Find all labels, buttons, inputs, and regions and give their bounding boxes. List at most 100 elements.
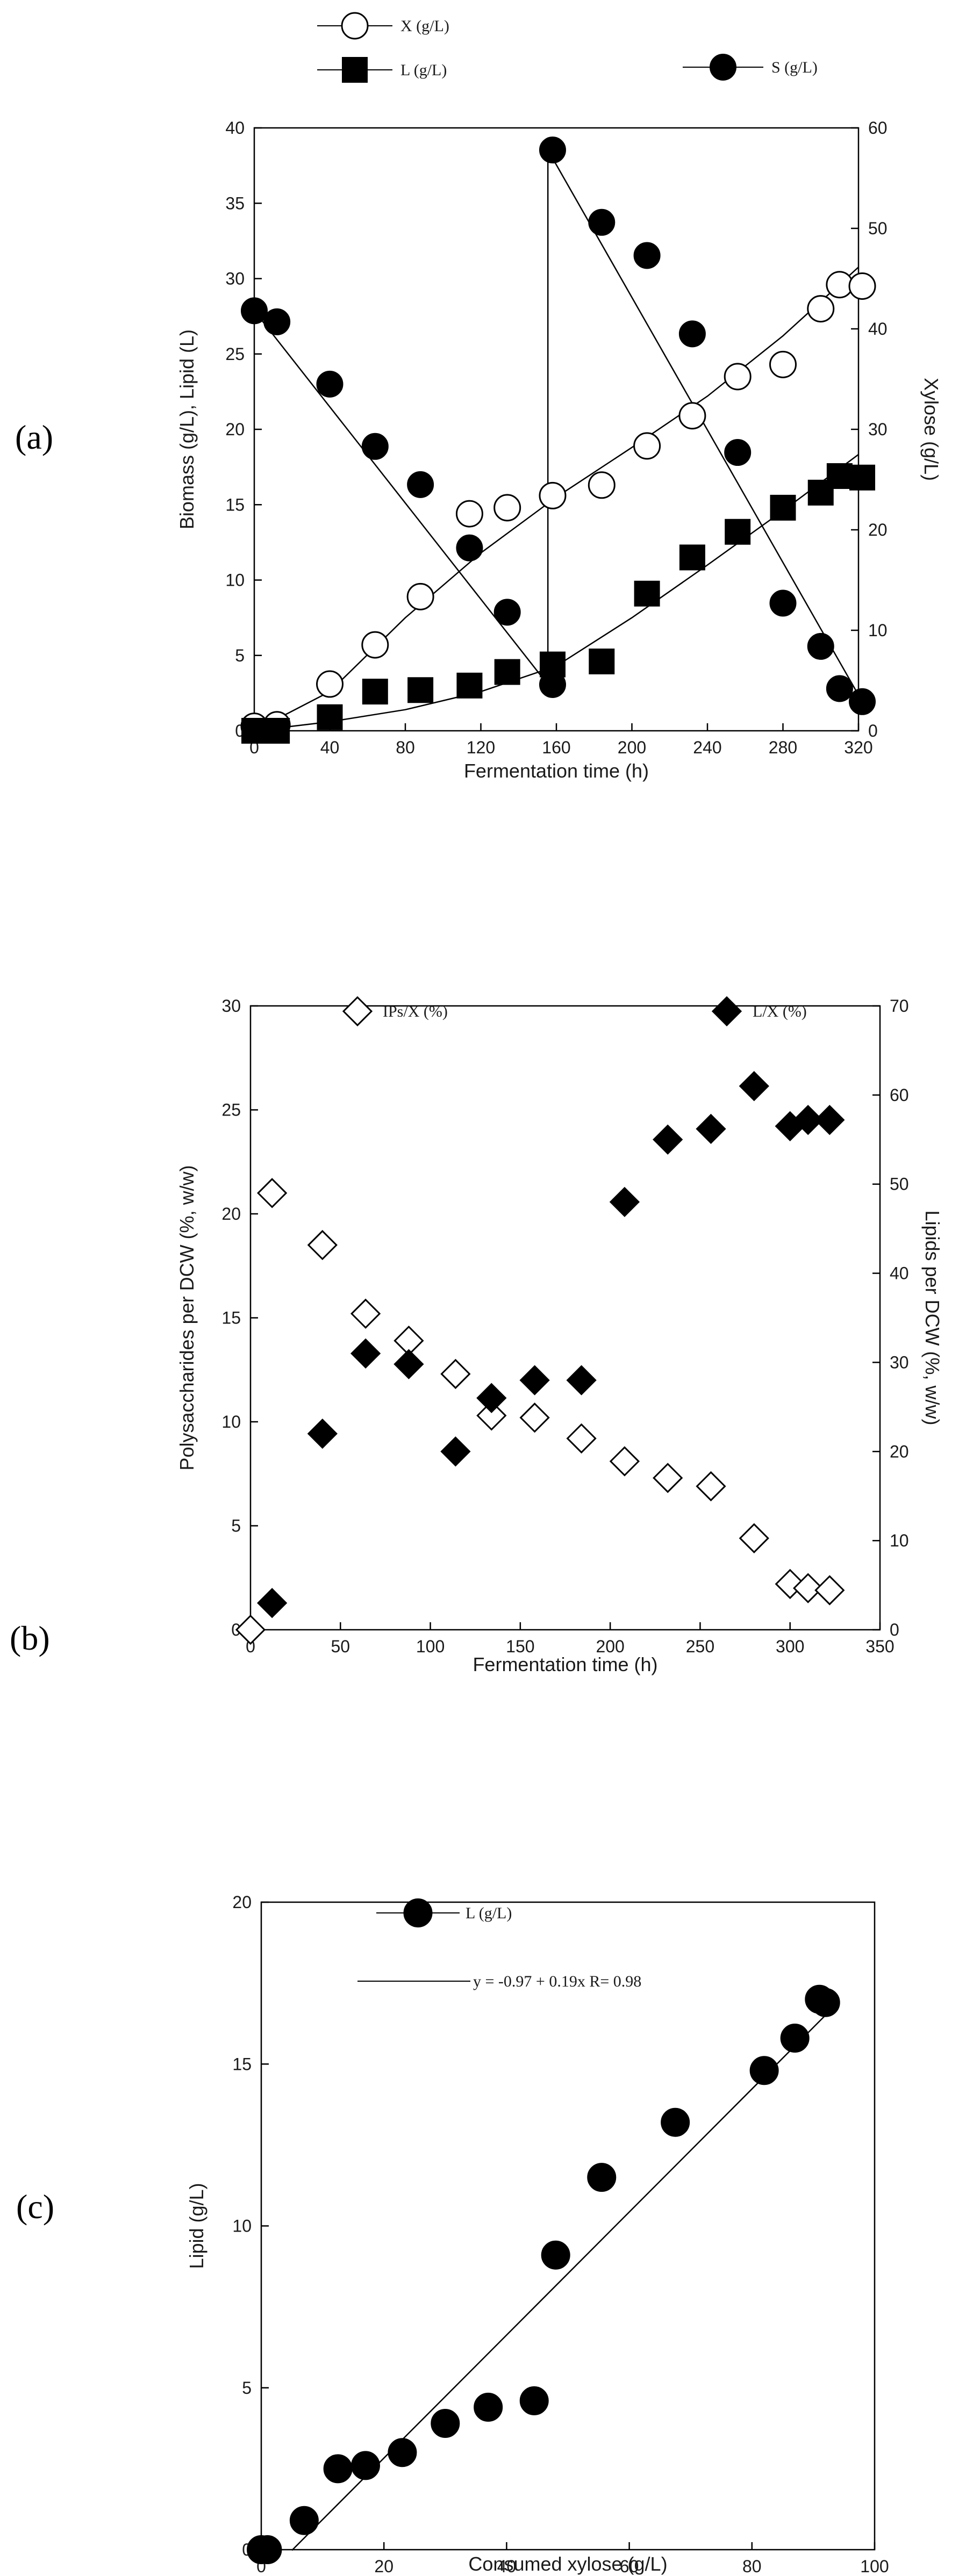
data-point xyxy=(679,544,705,571)
legend-marker xyxy=(710,54,736,81)
legend-label: X (g/L) xyxy=(400,17,449,35)
x-tick-label: 40 xyxy=(320,738,340,757)
y2-tick-label: 40 xyxy=(868,319,888,339)
data-point xyxy=(393,1349,424,1379)
chart-a: 0 40 80 120 160 200 240 280 32005101520253035400… xyxy=(15,12,942,782)
y2-tick-label: 0 xyxy=(868,721,878,740)
x-tick-label: 120 xyxy=(467,738,495,757)
y-tick-label: 20 xyxy=(221,1204,241,1224)
data-point xyxy=(634,580,660,607)
y-axis-title: Lipid (g/L) xyxy=(185,2183,207,2269)
regression-line xyxy=(291,2014,826,2551)
data-point xyxy=(588,471,616,499)
panel-label: (c) xyxy=(16,2188,54,2226)
data-point xyxy=(361,631,389,659)
x-tick-label: 200 xyxy=(596,1637,624,1656)
y-tick-label: 15 xyxy=(221,1308,241,1328)
x-tick-label: 100 xyxy=(860,2557,889,2576)
data-point xyxy=(749,2056,779,2085)
y-tick-label: 35 xyxy=(225,193,245,213)
y2-tick-label: 20 xyxy=(868,520,888,539)
data-point xyxy=(519,1365,550,1395)
x-tick-label: 20 xyxy=(374,2557,393,2576)
x-tick-label: 100 xyxy=(416,1637,445,1656)
x-tick-label: 280 xyxy=(769,738,797,757)
legend-marker xyxy=(403,1898,433,1927)
data-point xyxy=(316,670,344,698)
plot-frame xyxy=(260,1901,876,2551)
legend-label: L (g/L) xyxy=(400,61,447,79)
legend-label: L/X (%) xyxy=(753,1003,807,1020)
data-point xyxy=(350,1338,381,1369)
x-tick-label: 250 xyxy=(686,1637,714,1656)
data-point xyxy=(696,1471,726,1502)
data-point xyxy=(780,2024,810,2053)
x-tick-label: 320 xyxy=(844,738,872,757)
fit-line xyxy=(254,266,858,732)
y2-tick-label: 0 xyxy=(890,1620,899,1639)
y2-tick-label: 30 xyxy=(890,1352,909,1372)
data-point xyxy=(494,659,520,685)
data-point xyxy=(588,208,616,236)
data-point xyxy=(609,1186,640,1218)
y-tick-label: 10 xyxy=(225,571,245,590)
data-point xyxy=(263,308,291,335)
data-point xyxy=(253,2535,282,2564)
chart-b: 0501001502002503003500510152025300102030… xyxy=(10,996,943,1675)
data-point xyxy=(307,1229,338,1261)
data-point xyxy=(769,350,797,378)
data-point xyxy=(407,471,434,498)
data-point xyxy=(609,1446,640,1477)
legend-marker xyxy=(342,996,373,1027)
data-point xyxy=(653,1463,683,1493)
data-point xyxy=(539,136,566,164)
data-point xyxy=(826,271,854,299)
legend-label: IPs/X (%) xyxy=(383,1003,448,1020)
x-axis-title: Consumed xylose (g/L) xyxy=(468,2553,667,2575)
chart-c: 02040608010005101520Consumed xylose (g/L… xyxy=(16,1893,889,2576)
y-axis-title: Polysaccharides per DCW (%, w/w) xyxy=(176,1165,198,1470)
y-tick-label: 20 xyxy=(225,420,245,439)
data-point xyxy=(807,632,834,660)
data-point xyxy=(493,494,521,522)
data-point xyxy=(456,534,483,562)
data-point xyxy=(589,648,615,674)
data-point xyxy=(678,320,706,348)
y2-tick-label: 40 xyxy=(890,1264,909,1283)
data-point xyxy=(316,370,344,398)
data-point xyxy=(848,272,876,300)
data-point xyxy=(849,464,876,491)
data-point xyxy=(388,2438,417,2467)
x-tick-label: 240 xyxy=(693,738,721,757)
y-tick-label: 30 xyxy=(225,269,245,289)
data-point xyxy=(317,704,343,730)
data-point xyxy=(826,463,853,489)
y-tick-label: 5 xyxy=(231,1516,241,1536)
x-tick-label: 150 xyxy=(506,1637,534,1656)
x-tick-label: 160 xyxy=(542,738,570,757)
data-point xyxy=(724,363,752,391)
x-tick-label: 200 xyxy=(618,738,646,757)
y-tick-label: 5 xyxy=(235,646,245,665)
plot-frame xyxy=(249,1005,881,1631)
legend-marker xyxy=(711,996,742,1027)
y-tick-label: 25 xyxy=(221,1100,241,1120)
data-point xyxy=(474,2392,503,2422)
data-point xyxy=(539,671,566,698)
data-point xyxy=(431,2409,460,2438)
y2-tick-label: 50 xyxy=(868,219,888,238)
regression-annotation: y = -0.97 + 0.19x R= 0.98 xyxy=(473,1973,641,1990)
y-tick-label: 5 xyxy=(242,2378,252,2398)
data-point xyxy=(493,599,521,626)
y-tick-label: 15 xyxy=(232,2054,252,2074)
y2-tick-label: 60 xyxy=(890,1085,909,1105)
data-point xyxy=(724,439,752,466)
data-point xyxy=(849,688,876,715)
legend-label: L (g/L) xyxy=(466,1904,512,1922)
data-point xyxy=(350,2451,380,2480)
y2-tick-label: 50 xyxy=(890,1175,909,1194)
data-point xyxy=(307,1418,338,1449)
data-point xyxy=(678,402,706,430)
data-point xyxy=(826,675,853,702)
y-tick-label: 25 xyxy=(225,344,245,364)
